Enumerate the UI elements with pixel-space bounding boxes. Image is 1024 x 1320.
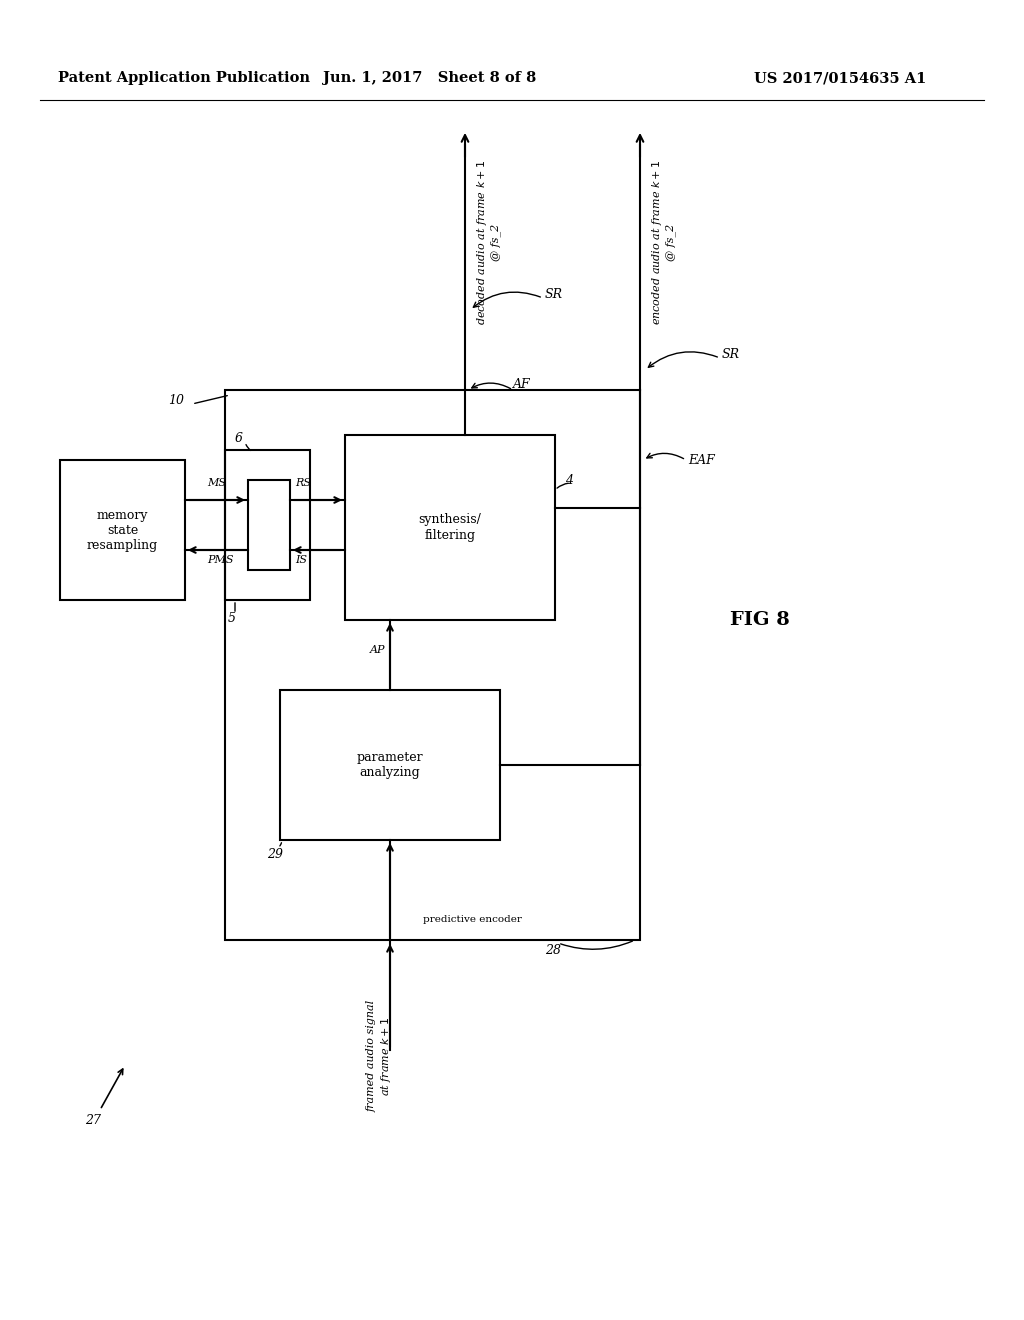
Text: 28: 28	[545, 944, 561, 957]
Text: AP: AP	[370, 645, 385, 655]
Text: parameter
analyzing: parameter analyzing	[356, 751, 423, 779]
Text: encoded audio at frame $k+1$
@ fs_2: encoded audio at frame $k+1$ @ fs_2	[650, 160, 676, 325]
Text: 6: 6	[234, 432, 243, 445]
Bar	[248, 480, 290, 570]
Text: SR: SR	[545, 289, 563, 301]
Text: 10: 10	[168, 393, 184, 407]
Text: 29: 29	[267, 849, 283, 862]
Text: framed audio signal
at frame $k+1$: framed audio signal at frame $k+1$	[367, 1001, 393, 1113]
Text: Patent Application Publication: Patent Application Publication	[58, 71, 310, 84]
Text: 27: 27	[85, 1114, 101, 1126]
Text: AF: AF	[513, 379, 530, 392]
Text: Jun. 1, 2017   Sheet 8 of 8: Jun. 1, 2017 Sheet 8 of 8	[324, 71, 537, 84]
Text: EAF: EAF	[688, 454, 715, 466]
Text: PMS: PMS	[207, 554, 233, 565]
Text: US 2017/0154635 A1: US 2017/0154635 A1	[754, 71, 926, 84]
Text: predictive encoder: predictive encoder	[423, 916, 522, 924]
Bar	[225, 389, 640, 940]
Text: IS: IS	[295, 554, 307, 565]
Text: 4: 4	[565, 474, 573, 487]
Text: RS: RS	[295, 478, 311, 488]
Bar	[60, 459, 185, 601]
Bar	[280, 690, 500, 840]
Bar	[345, 436, 555, 620]
Text: decoded audio at frame $k+1$
@ fs_2: decoded audio at frame $k+1$ @ fs_2	[475, 160, 502, 325]
Text: SR: SR	[722, 348, 740, 362]
Text: synthesis/
filtering: synthesis/ filtering	[419, 513, 481, 541]
Text: 5: 5	[228, 611, 236, 624]
Text: MS: MS	[207, 478, 226, 488]
Bar	[225, 450, 310, 601]
Text: memory
state
resampling: memory state resampling	[87, 508, 158, 552]
Text: FIG 8: FIG 8	[730, 611, 790, 630]
